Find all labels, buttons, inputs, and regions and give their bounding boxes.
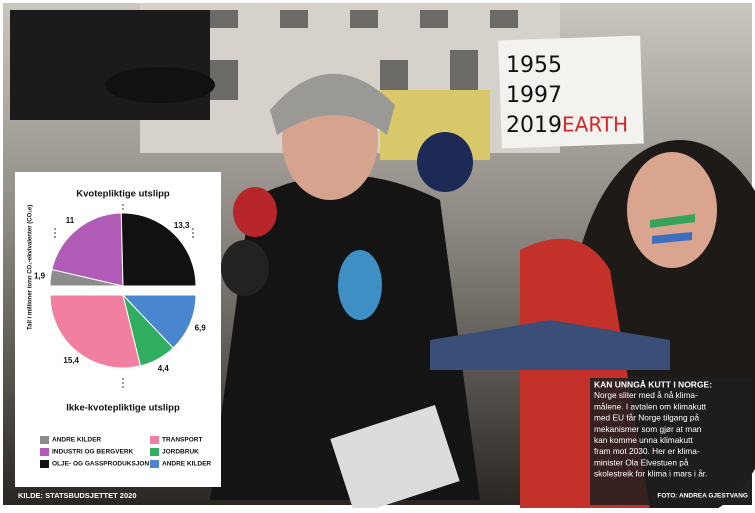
legend-label: TRANSPORT [162,437,202,444]
sign-text: 1997 [506,83,562,108]
value-label: 1,9 [34,272,46,281]
legend-label: ANDRE KILDER [162,461,211,468]
photo-page: 1955 1997 2019EARTH Kvotepliktige utslipp 1… [0,0,755,508]
caption-title: KAN UNNGÅ KUTT I NORGE: [594,379,712,389]
caption-line: kan komme unna klimakutt [594,435,693,445]
legend-label: INDUSTRI OG BERGVERK [52,449,134,456]
legend-label: ANDRE KILDER [52,437,101,444]
source: KILDE: STATSBUDSJETTET 2020 [18,491,137,500]
legend-label: OLJE- OG GASSPRODUKSJON [52,461,149,468]
value-label: 4,4 [158,364,170,373]
legend-swatch [40,460,49,468]
value-label: 11 [66,216,75,225]
legend-swatch [40,448,49,456]
caption-line: minister Ola Elvestuen på [594,457,689,467]
caption-line: målene. I avtalen om klimakutt [594,401,707,411]
legend-swatch [150,460,159,468]
legend-swatch [150,448,159,456]
legend-label: JORDBRUK [162,449,199,456]
sign-text: 1955 [506,53,562,78]
axis-label: Tall i millioner tonn CO₂-ekvivalenter (… [28,205,34,330]
page: 1955 1997 2019EARTH Kvotepliktige utslipp 1… [0,0,755,508]
sign-text: 2019 [506,113,562,138]
value-label: 15,4 [63,356,79,365]
legend-swatch [150,436,159,444]
caption-line: Norge sliter med å nå klima- [594,390,698,400]
sign-highlight: EARTH [562,113,628,137]
caption-line: mekanismer som gjør at man [594,424,702,434]
caption-line: med EU får Norge tilgang på [594,413,700,423]
value-label: 13,3 [174,221,190,230]
caption-line: skolestreik for klima i mars i år. [594,469,707,479]
legend-swatch [40,436,49,444]
value-label: 6,9 [195,323,207,332]
caption-line: fram mot 2030. Her er klima- [594,446,700,456]
group-title: Kvotepliktige utslipp [76,189,170,200]
group-title: Ikke-kvotepliktige utslipp [66,403,180,414]
photo-credit: FOTO: ANDREA GJESTVANG [657,493,748,500]
